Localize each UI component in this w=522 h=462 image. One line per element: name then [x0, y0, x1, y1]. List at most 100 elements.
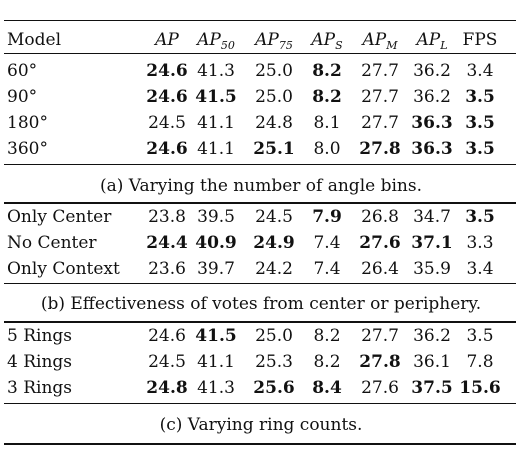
row-label: 4 Rings [7, 352, 73, 372]
cell-value: 25.1 [253, 139, 295, 159]
row-label: 90° [7, 87, 38, 107]
cell-value: 41.3 [197, 61, 235, 81]
cell-value: 41.1 [197, 113, 235, 133]
cell-value: 8.1 [313, 113, 341, 133]
cell-value: 36.2 [413, 87, 451, 107]
section-caption: (a) Varying the number of angle bins. [100, 176, 422, 196]
section-data-end-rule [4, 283, 516, 284]
cell-value: 34.7 [413, 207, 451, 227]
cell-value: 27.6 [359, 233, 401, 253]
cell-value: 23.8 [148, 207, 186, 227]
cell-value: 35.9 [413, 259, 451, 279]
cell-value: 8.2 [312, 87, 342, 107]
cell-value: 36.2 [413, 326, 451, 346]
cell-value: 7.4 [313, 259, 341, 279]
table-row: 5 Rings 24.6 41.5 25.0 8.2 27.7 36.2 3.5 [0, 323, 522, 349]
header-model: Model [7, 30, 62, 50]
cell-value: 41.1 [197, 139, 235, 159]
cell-value: 7.8 [466, 352, 494, 372]
cell-value: 25.0 [255, 87, 293, 107]
header-col-ap: AP [155, 30, 179, 50]
row-label: 360° [7, 139, 48, 159]
cell-value: 7.9 [312, 207, 342, 227]
cell-value: 24.2 [255, 259, 293, 279]
cell-value: 36.3 [411, 139, 453, 159]
cell-value: 8.0 [313, 139, 341, 159]
section-end-rule [4, 443, 516, 445]
section-end-rule [4, 202, 516, 204]
cell-value: 24.5 [148, 113, 186, 133]
row-label: 180° [7, 113, 48, 133]
cell-value: 26.4 [361, 259, 399, 279]
header-col-apm: APM [362, 30, 398, 52]
cell-value: 40.9 [195, 233, 237, 253]
cell-value: 24.8 [255, 113, 293, 133]
cell-value: 41.3 [197, 378, 235, 398]
section-caption: (b) Effectiveness of votes from center o… [40, 294, 482, 314]
cell-value: 24.5 [148, 352, 186, 372]
cell-value: 24.6 [146, 87, 188, 107]
table-row: Only Context 23.6 39.7 24.2 7.4 26.4 35.9 3.4 [0, 256, 522, 282]
section-end-rule [4, 321, 516, 323]
header-col-ap75: AP75 [255, 30, 293, 52]
header-row: Model AP AP50 AP75 APS APM APL FPS [0, 27, 522, 53]
table-row: Only Center 23.8 39.5 24.5 7.9 26.8 34.7 3.5 [0, 204, 522, 230]
header-rule [4, 53, 516, 54]
cell-value: 7.4 [313, 233, 341, 253]
cell-value: 3.5 [465, 207, 495, 227]
cell-value: 41.5 [195, 87, 237, 107]
cell-value: 8.4 [312, 378, 342, 398]
row-label: No Center [7, 233, 97, 253]
cell-value: 36.3 [411, 113, 453, 133]
cell-value: 3.3 [466, 233, 494, 253]
cell-value: 24.4 [146, 233, 188, 253]
cell-value: 37.1 [411, 233, 453, 253]
cell-value: 24.5 [255, 207, 293, 227]
cell-value: 24.8 [146, 378, 188, 398]
cell-value: 41.1 [197, 352, 235, 372]
cell-value: 3.5 [466, 326, 494, 346]
cell-value: 25.6 [253, 378, 295, 398]
cell-value: 3.4 [466, 61, 494, 81]
row-label: 5 Rings [7, 326, 73, 346]
cell-value: 36.2 [413, 61, 451, 81]
table-row: No Center 24.4 40.9 24.9 7.4 27.6 37.1 3.3 [0, 230, 522, 256]
table-row: 180° 24.5 41.1 24.8 8.1 27.7 36.3 3.5 [0, 110, 522, 136]
cell-value: 23.6 [148, 259, 186, 279]
cell-value: 26.8 [361, 207, 399, 227]
table-row: 60° 24.6 41.3 25.0 8.2 27.7 36.2 3.4 [0, 58, 522, 84]
header-col-ap50: AP50 [197, 30, 235, 52]
top-rule [4, 20, 516, 21]
cell-value: 25.0 [255, 61, 293, 81]
cell-value: 8.2 [312, 61, 342, 81]
section-data-end-rule [4, 403, 516, 404]
header-col-apl: APL [416, 30, 448, 52]
header-col-aps: APS [311, 30, 343, 52]
table-row: 360° 24.6 41.1 25.1 8.0 27.8 36.3 3.5 [0, 136, 522, 162]
cell-value: 27.6 [361, 378, 399, 398]
table-row: 3 Rings 24.8 41.3 25.6 8.4 27.6 37.5 15.6 [0, 375, 522, 401]
cell-value: 41.5 [195, 326, 237, 346]
cell-value: 27.8 [359, 139, 401, 159]
cell-value: 3.5 [465, 113, 495, 133]
cell-value: 39.7 [197, 259, 235, 279]
cell-value: 3.4 [466, 259, 494, 279]
cell-value: 15.6 [459, 378, 501, 398]
cell-value: 27.7 [361, 61, 399, 81]
header-col-fps: FPS [462, 30, 498, 50]
row-label: Only Center [7, 207, 112, 227]
table-row: 4 Rings 24.5 41.1 25.3 8.2 27.8 36.1 7.8 [0, 349, 522, 375]
cell-value: 37.5 [411, 378, 453, 398]
row-label: 60° [7, 61, 38, 81]
cell-value: 8.2 [313, 326, 341, 346]
cell-value: 24.6 [148, 326, 186, 346]
table-row: 90° 24.6 41.5 25.0 8.2 27.7 36.2 3.5 [0, 84, 522, 110]
cell-value: 27.7 [361, 326, 399, 346]
row-label: 3 Rings [7, 378, 73, 398]
cell-value: 3.5 [465, 87, 495, 107]
row-label: Only Context [7, 259, 120, 279]
cell-value: 25.3 [255, 352, 293, 372]
cell-value: 3.5 [465, 139, 495, 159]
cell-value: 24.6 [146, 139, 188, 159]
